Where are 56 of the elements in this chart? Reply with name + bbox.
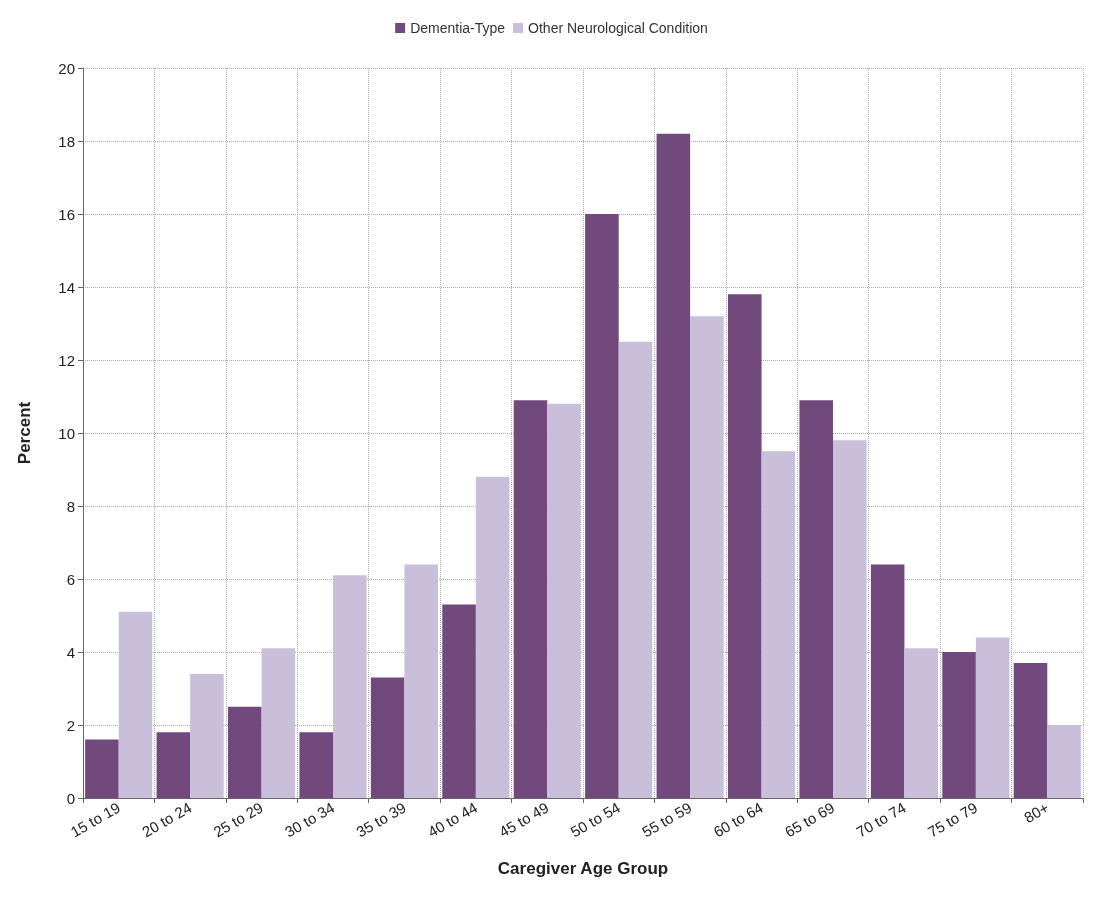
bar [547, 403, 581, 798]
bar [404, 564, 438, 798]
y-tick-label: 2 [66, 716, 75, 734]
bar [156, 732, 191, 798]
legend-label: Other Neurological Condition [528, 20, 708, 36]
y-tick-label: 10 [58, 424, 75, 442]
x-tick-label: 35 to 39 [353, 798, 409, 841]
x-tick-label: 40 to 44 [424, 798, 481, 841]
y-tick-label: 14 [58, 278, 75, 296]
bar [728, 294, 762, 798]
bar [942, 652, 976, 798]
y-tick-label: 20 [58, 59, 75, 77]
x-tick-label: 20 to 24 [138, 798, 195, 841]
y-tick-label: 12 [58, 351, 75, 369]
y-tick-label: 16 [58, 205, 75, 223]
bar [690, 316, 724, 798]
y-tick-label: 4 [66, 643, 75, 661]
x-tick-label: 75 to 79 [924, 798, 981, 841]
bar [1013, 662, 1048, 798]
bar [333, 575, 367, 798]
bar [513, 400, 548, 798]
bar [904, 648, 938, 798]
x-tick-label: 80+ [1021, 798, 1052, 827]
bar [442, 604, 476, 798]
bar [799, 400, 833, 798]
y-tick-label: 0 [66, 789, 75, 807]
y-tick-label: 18 [58, 132, 75, 150]
x-tick-label: 60 to 64 [710, 798, 766, 841]
bar [761, 451, 796, 798]
x-tick-label: 50 to 54 [567, 798, 623, 841]
bar [618, 341, 653, 798]
x-tick-label: 30 to 34 [281, 798, 338, 841]
bar [85, 739, 119, 798]
bar [656, 133, 691, 798]
bar [475, 476, 510, 798]
y-tick-label: 8 [66, 497, 75, 515]
x-axis-title: Caregiver Age Group [497, 859, 669, 878]
x-tick-label: 65 to 69 [781, 798, 838, 841]
bar [975, 637, 1010, 798]
x-tick-label: 45 to 49 [496, 798, 552, 841]
y-axis-title: Percent [15, 401, 34, 465]
bar [118, 611, 153, 798]
x-tick-label: 25 to 29 [210, 798, 266, 841]
bar [190, 673, 224, 798]
y-tick-label: 6 [66, 570, 75, 588]
bar [1047, 725, 1081, 798]
bar [370, 677, 405, 798]
bar [299, 732, 333, 798]
bar [585, 214, 619, 798]
x-tick-label: 70 to 74 [853, 798, 909, 841]
bar [833, 440, 867, 798]
x-tick-label: 55 to 59 [638, 798, 695, 841]
bar [261, 648, 296, 798]
legend-label: Dementia-Type [410, 20, 506, 36]
bar [228, 706, 262, 798]
bar [870, 564, 905, 798]
